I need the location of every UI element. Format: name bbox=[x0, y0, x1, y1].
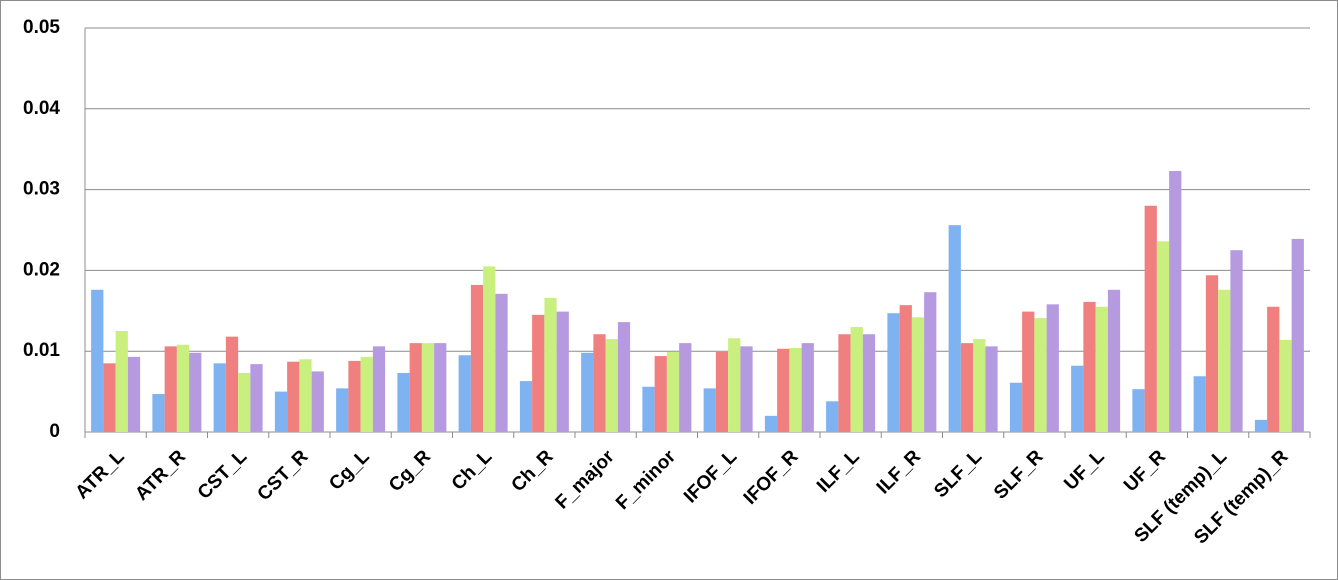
bar bbox=[1156, 241, 1170, 432]
bar bbox=[581, 352, 594, 432]
bar bbox=[654, 356, 667, 432]
bar bbox=[850, 326, 863, 432]
bar bbox=[715, 352, 729, 432]
bar bbox=[642, 386, 655, 432]
bar bbox=[544, 297, 557, 432]
bar bbox=[1144, 205, 1157, 432]
bar bbox=[1071, 365, 1084, 432]
bar bbox=[1022, 311, 1035, 432]
bar bbox=[336, 388, 349, 432]
bar bbox=[238, 373, 251, 432]
y-tick-label: 0.03 bbox=[23, 179, 60, 200]
bar bbox=[740, 346, 753, 432]
bar bbox=[164, 346, 177, 432]
bar bbox=[421, 343, 435, 432]
bar bbox=[1034, 318, 1047, 432]
bar bbox=[103, 363, 116, 432]
bar bbox=[1218, 289, 1231, 432]
bar bbox=[985, 346, 998, 432]
bar bbox=[1169, 171, 1182, 433]
bar bbox=[1095, 306, 1108, 432]
bar bbox=[409, 343, 422, 432]
bar bbox=[862, 334, 876, 432]
bar bbox=[1009, 382, 1023, 432]
bar bbox=[458, 355, 471, 432]
bar bbox=[519, 381, 533, 432]
bar bbox=[483, 266, 496, 432]
bar bbox=[1107, 289, 1121, 432]
bar bbox=[470, 284, 484, 432]
bar bbox=[299, 359, 312, 432]
bar bbox=[1254, 419, 1268, 432]
y-tick-label: 0.02 bbox=[23, 259, 60, 280]
bar bbox=[679, 343, 692, 432]
bar bbox=[213, 363, 226, 432]
bar bbox=[948, 225, 961, 432]
y-tick-label: 0.04 bbox=[23, 98, 60, 119]
bar bbox=[189, 352, 202, 432]
bar bbox=[360, 356, 373, 432]
bar bbox=[764, 415, 778, 432]
y-tick-label: 0 bbox=[49, 421, 60, 442]
bar bbox=[1230, 250, 1243, 432]
bar bbox=[532, 314, 545, 432]
bar bbox=[127, 356, 141, 432]
bar bbox=[801, 343, 814, 432]
bar bbox=[348, 360, 361, 432]
bar bbox=[593, 334, 606, 432]
bar bbox=[372, 346, 386, 432]
bar bbox=[287, 361, 300, 432]
bar bbox=[225, 336, 239, 432]
bar bbox=[1267, 306, 1280, 432]
bar bbox=[176, 344, 190, 432]
bar bbox=[887, 313, 900, 432]
bar bbox=[777, 348, 790, 432]
bar bbox=[397, 373, 410, 432]
bar bbox=[605, 339, 618, 432]
bar bbox=[1279, 339, 1292, 432]
bar bbox=[311, 371, 324, 432]
bar bbox=[960, 343, 974, 432]
y-tick-label: 0.01 bbox=[23, 340, 60, 361]
bar bbox=[434, 343, 447, 432]
bar bbox=[250, 364, 263, 432]
bar bbox=[973, 339, 986, 432]
bar bbox=[91, 289, 104, 432]
y-tick-label: 0.05 bbox=[23, 17, 60, 38]
bar bbox=[703, 388, 716, 432]
bar bbox=[1291, 238, 1304, 432]
bar bbox=[556, 311, 569, 432]
bar bbox=[826, 401, 839, 432]
bar bbox=[666, 352, 680, 432]
bar bbox=[152, 394, 165, 432]
bar bbox=[1205, 275, 1219, 432]
bar bbox=[789, 347, 802, 432]
bar bbox=[115, 331, 128, 432]
bar bbox=[1193, 376, 1206, 432]
bar bbox=[728, 338, 741, 432]
bar bbox=[838, 334, 851, 432]
bar bbox=[1083, 301, 1096, 432]
bar bbox=[274, 391, 288, 432]
bar bbox=[899, 305, 912, 432]
bar bbox=[924, 292, 937, 432]
bar bbox=[1132, 389, 1145, 432]
bar bbox=[1046, 304, 1059, 432]
bar bbox=[495, 293, 508, 432]
bar bbox=[911, 317, 925, 432]
bar bbox=[617, 322, 631, 432]
